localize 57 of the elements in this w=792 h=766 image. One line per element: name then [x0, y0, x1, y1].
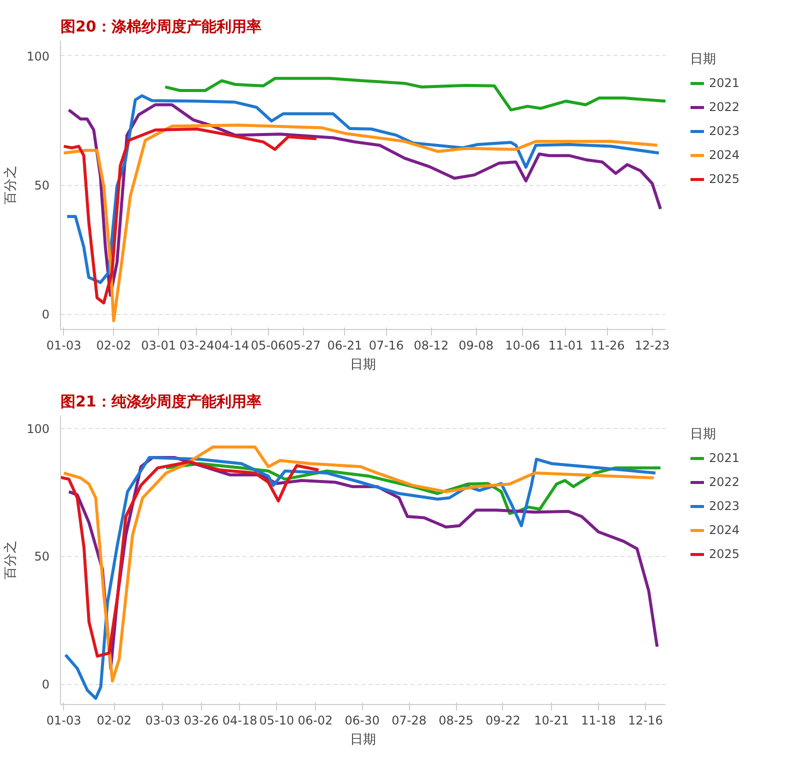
x-tick-label: 02-02: [96, 338, 132, 352]
legend-label: 2022: [709, 100, 740, 114]
line-series: [62, 124, 659, 322]
x-axis-title: 日期: [690, 426, 717, 443]
x-tick-label: 06-30: [344, 714, 380, 728]
y-axis-title: 百分之: [4, 166, 19, 204]
line-series: [164, 76, 666, 112]
x-tick-label: 02-02: [96, 714, 132, 728]
x-tick-label: 05-27: [286, 338, 321, 352]
x-tick-label: 08-12: [414, 338, 449, 352]
x-tick-label: 12-23: [634, 338, 670, 352]
y-tick-label: 50: [34, 550, 50, 564]
x-tick-label: 04-18: [222, 714, 258, 728]
x-tick-label: 04-14: [214, 338, 250, 352]
x-tick-label: 11-26: [590, 338, 625, 352]
x-tick-label: 01-03: [46, 338, 82, 352]
y-tick-label: 50: [34, 178, 50, 192]
x-tick-label: 03-26: [184, 714, 219, 728]
legend-label: 2024: [709, 148, 740, 162]
y-tick-label: 100: [26, 49, 50, 64]
legend-title: 日期: [350, 732, 376, 748]
y-tick-label: 0: [42, 678, 50, 692]
legend-label: 2023: [709, 124, 740, 138]
x-tick-label: 07-16: [368, 338, 404, 352]
x-tick-label: 11-18: [581, 714, 616, 728]
y-axis-title: 百分之: [4, 540, 19, 580]
x-tick-label: 01-03: [46, 714, 82, 728]
legend-title: 日期: [350, 358, 376, 372]
x-tick-label: 03-24: [179, 338, 214, 352]
x-tick-label: 07-28: [392, 714, 427, 728]
x-tick-label: 06-02: [298, 714, 333, 728]
legend-label: 2023: [709, 499, 740, 513]
legend-label: 2024: [709, 523, 740, 537]
legend-label: 2021: [709, 76, 740, 90]
x-tick-label: 11-01: [548, 338, 584, 352]
chart-title: 图21：纯涤纱周度产能利用率: [60, 392, 262, 410]
x-tick-label: 12-16: [628, 714, 663, 728]
x-tick-label: 05-10: [259, 714, 294, 728]
legend-label: 2022: [709, 475, 740, 489]
legend-label: 2021: [709, 451, 740, 465]
x-tick-label: 10-06: [505, 338, 540, 352]
x-tick-label: 05-06: [250, 338, 286, 352]
chart-title: 图20：涤棉纱周度产能利用率: [60, 18, 262, 36]
x-tick-label: 03-03: [145, 714, 180, 728]
line-series: [60, 460, 320, 658]
y-tick-label: 0: [42, 308, 50, 322]
x-tick-label: 09-22: [486, 714, 520, 728]
legend-label: 2025: [709, 172, 740, 186]
y-tick-label: 100: [26, 422, 50, 436]
x-tick-label: 06-21: [327, 338, 362, 352]
x-tick-label: 09-08: [458, 338, 494, 352]
line-series: [62, 128, 318, 304]
x-axis-title: 日期: [690, 51, 717, 68]
x-tick-label: 10-21: [534, 714, 569, 728]
legend-label: 2025: [709, 547, 740, 561]
x-tick-label: 03-01: [141, 338, 176, 352]
x-tick-label: 08-25: [438, 714, 474, 728]
